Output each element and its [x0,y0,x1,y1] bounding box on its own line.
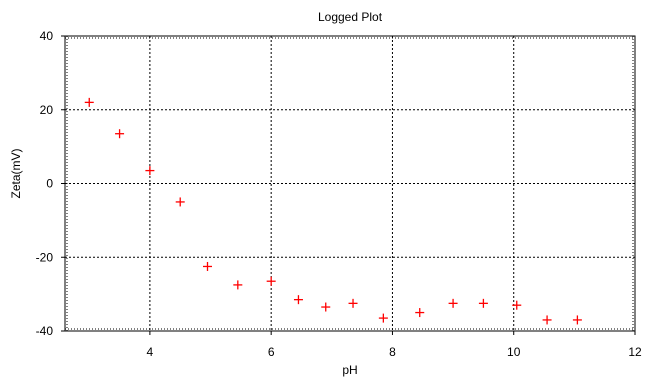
data-point [572,315,582,325]
data-point [175,197,185,207]
data-point [415,308,425,318]
x-tick-label: 8 [389,345,396,359]
data-point [378,313,388,323]
x-tick-label: 6 [268,345,275,359]
data-point [266,276,276,286]
y-axis-label: Zeta(mV) [9,148,23,198]
tick-layer: 4 6 8 10 12 -40 -20 0 20 40 [36,29,642,359]
data-point [321,302,331,312]
data-point [512,300,522,310]
x-tick-label: 10 [507,345,521,359]
data-point [348,298,358,308]
data-point [115,129,125,139]
data-point [448,298,458,308]
data-point [145,166,155,176]
x-tick-label: 12 [628,345,642,359]
data-point [542,315,552,325]
grid-layer [65,36,635,331]
y-tick-label: 20 [40,103,54,117]
y-tick-label: 40 [40,29,54,43]
y-tick-label: -20 [36,250,54,264]
y-tick-label: 0 [46,177,53,191]
data-point [203,261,212,271]
data-point [293,295,303,305]
data-point [84,97,94,107]
y-tick-label: -40 [36,324,54,338]
points-layer [84,97,582,325]
x-tick-label: 4 [147,345,154,359]
data-point [233,280,243,290]
data-point [478,298,488,308]
chart-title: Logged Plot [318,10,383,24]
x-axis-label: pH [342,363,357,377]
